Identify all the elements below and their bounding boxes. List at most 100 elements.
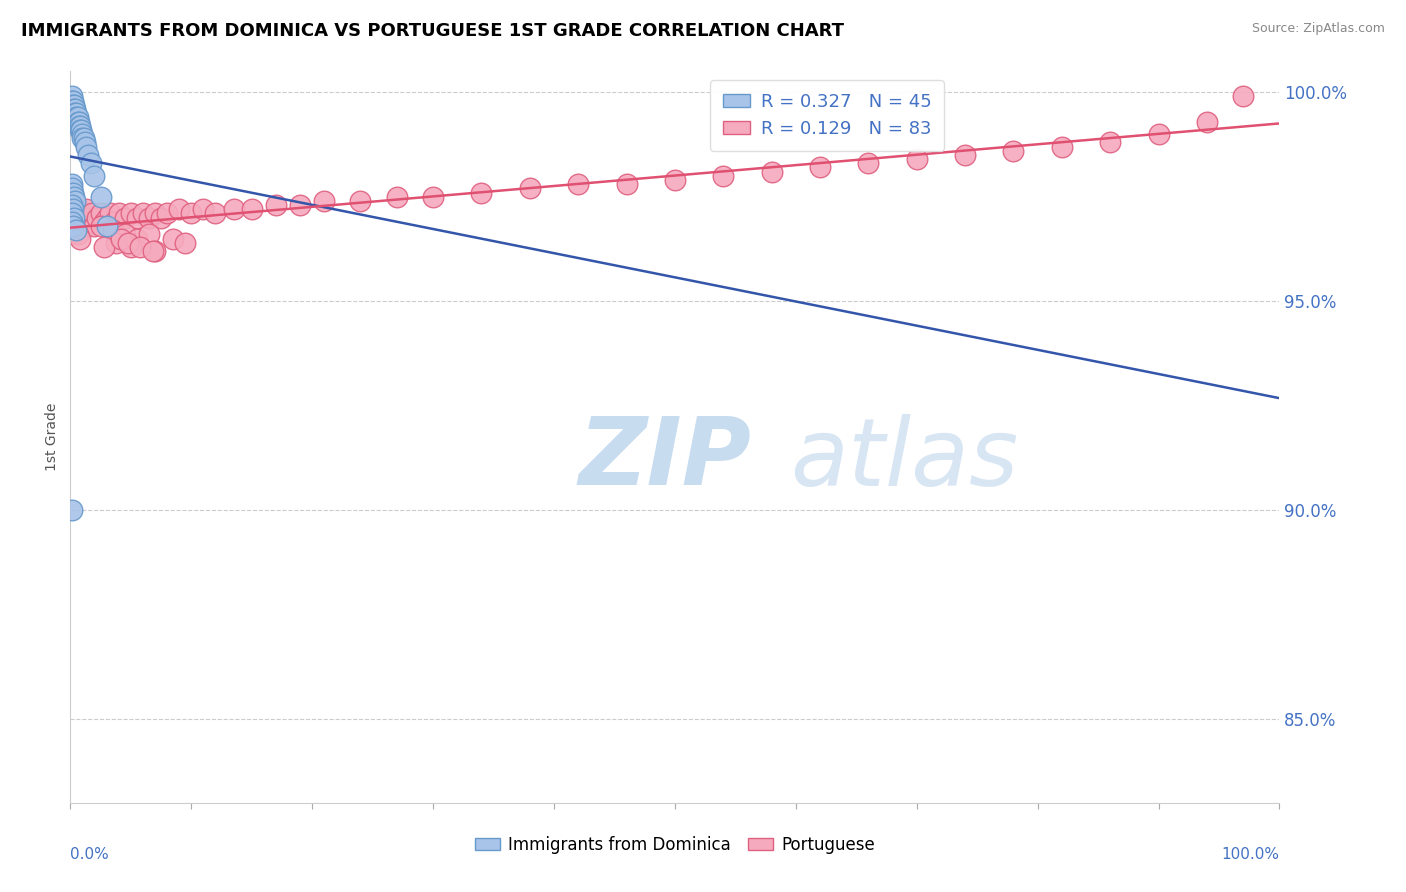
- Point: [72, 131, 94, 145]
- Point: [93, 240, 115, 254]
- Point: [141, 244, 163, 258]
- Point: [204, 206, 226, 220]
- Point: [63, 111, 86, 125]
- Point: [110, 231, 132, 245]
- Point: [72, 211, 94, 225]
- Text: 0.0%: 0.0%: [70, 847, 110, 862]
- Point: [264, 198, 287, 212]
- Point: [62, 106, 84, 120]
- Point: [711, 169, 734, 183]
- Point: [65, 215, 87, 229]
- Point: [77, 148, 100, 162]
- Point: [1195, 114, 1218, 128]
- Point: [156, 206, 179, 220]
- Point: [60, 94, 83, 108]
- Point: [1002, 144, 1025, 158]
- Point: [73, 136, 96, 150]
- Point: [1232, 89, 1254, 103]
- Point: [66, 227, 89, 242]
- Point: [101, 223, 124, 237]
- Point: [76, 219, 98, 233]
- Point: [63, 194, 86, 208]
- Point: [72, 206, 94, 220]
- Point: [83, 219, 105, 233]
- Point: [143, 244, 166, 258]
- Point: [664, 173, 686, 187]
- Point: [62, 202, 84, 217]
- Point: [60, 215, 83, 229]
- Point: [72, 131, 94, 145]
- Point: [60, 206, 83, 220]
- Point: [105, 235, 128, 250]
- Text: Source: ZipAtlas.com: Source: ZipAtlas.com: [1251, 22, 1385, 36]
- Point: [470, 186, 492, 200]
- Point: [75, 202, 97, 217]
- Point: [125, 231, 148, 245]
- Point: [314, 194, 336, 208]
- Point: [67, 114, 90, 128]
- Point: [90, 219, 111, 233]
- Point: [567, 178, 589, 192]
- Point: [385, 190, 408, 204]
- Point: [63, 219, 86, 233]
- Point: [60, 198, 83, 212]
- Point: [65, 223, 87, 237]
- Point: [63, 211, 86, 225]
- Point: [90, 206, 111, 220]
- Point: [96, 211, 118, 225]
- Point: [75, 139, 97, 153]
- Text: ZIP: ZIP: [578, 413, 751, 505]
- Text: IMMIGRANTS FROM DOMINICA VS PORTUGUESE 1ST GRADE CORRELATION CHART: IMMIGRANTS FROM DOMINICA VS PORTUGUESE 1…: [21, 22, 844, 40]
- Point: [167, 202, 190, 217]
- Point: [117, 235, 139, 250]
- Point: [65, 206, 87, 220]
- Point: [1050, 139, 1073, 153]
- Point: [240, 202, 263, 217]
- Point: [67, 119, 90, 133]
- Point: [72, 127, 94, 141]
- Point: [62, 102, 84, 116]
- Point: [120, 206, 142, 220]
- Point: [180, 206, 202, 220]
- Point: [67, 202, 90, 217]
- Text: atlas: atlas: [790, 414, 1018, 505]
- Point: [98, 206, 121, 220]
- Point: [125, 211, 148, 225]
- Point: [62, 97, 84, 112]
- Point: [60, 97, 83, 112]
- Point: [349, 194, 371, 208]
- Point: [96, 219, 118, 233]
- Point: [222, 202, 245, 217]
- Point: [65, 106, 87, 120]
- Point: [1147, 127, 1170, 141]
- Point: [129, 240, 152, 254]
- Point: [103, 215, 125, 229]
- Point: [70, 223, 93, 237]
- Point: [616, 178, 638, 192]
- Point: [60, 89, 83, 103]
- Point: [422, 190, 444, 204]
- Point: [73, 215, 96, 229]
- Point: [905, 152, 928, 166]
- Point: [193, 202, 215, 217]
- Point: [162, 231, 184, 245]
- Point: [79, 215, 101, 229]
- Point: [62, 94, 84, 108]
- Point: [62, 202, 84, 217]
- Point: [63, 102, 86, 116]
- Text: 100.0%: 100.0%: [1222, 847, 1279, 862]
- Point: [808, 161, 831, 175]
- Point: [69, 119, 91, 133]
- Point: [80, 206, 103, 220]
- Point: [83, 169, 105, 183]
- Point: [138, 211, 160, 225]
- Point: [150, 211, 172, 225]
- Point: [93, 215, 115, 229]
- Point: [63, 97, 86, 112]
- Point: [69, 123, 91, 137]
- Point: [519, 181, 541, 195]
- Point: [114, 211, 136, 225]
- Point: [86, 211, 108, 225]
- Point: [107, 206, 129, 220]
- Point: [63, 211, 86, 225]
